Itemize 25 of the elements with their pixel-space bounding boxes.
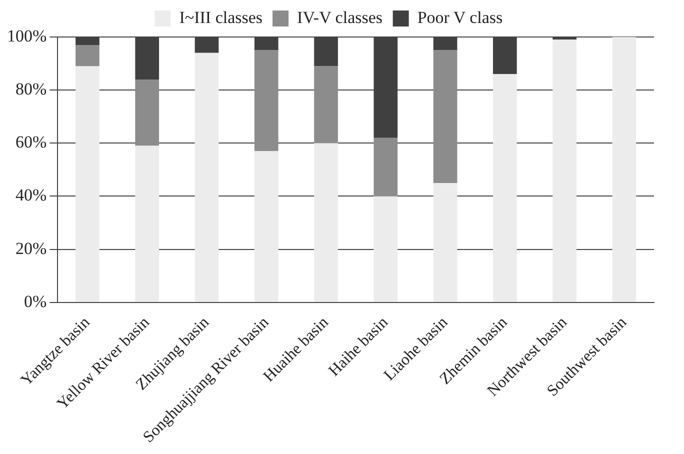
y-tick-label: 20% [15,238,47,258]
legend-label: Poor V class [417,8,503,27]
y-tick-label: 40% [15,186,47,205]
y-tick-label: 60% [15,132,47,152]
y-tick-label: 80% [15,80,47,99]
bar [194,52,219,302]
y-tick-label: 100% [6,26,47,46]
bar [433,182,458,302]
bar [254,151,278,302]
legend-label: I~III classes [179,8,263,27]
bar [76,44,100,66]
bar [314,143,338,302]
bar [433,50,458,183]
bar [314,66,338,144]
bar [135,146,160,302]
bar [552,40,576,302]
bar [492,74,517,302]
bar [76,66,100,302]
y-tick-label: 0% [24,292,47,311]
legend-label: IV-V classes [297,8,383,27]
bar [374,196,398,302]
bar [254,50,278,152]
bar [612,37,636,302]
bar [135,79,160,146]
bar [374,138,398,196]
